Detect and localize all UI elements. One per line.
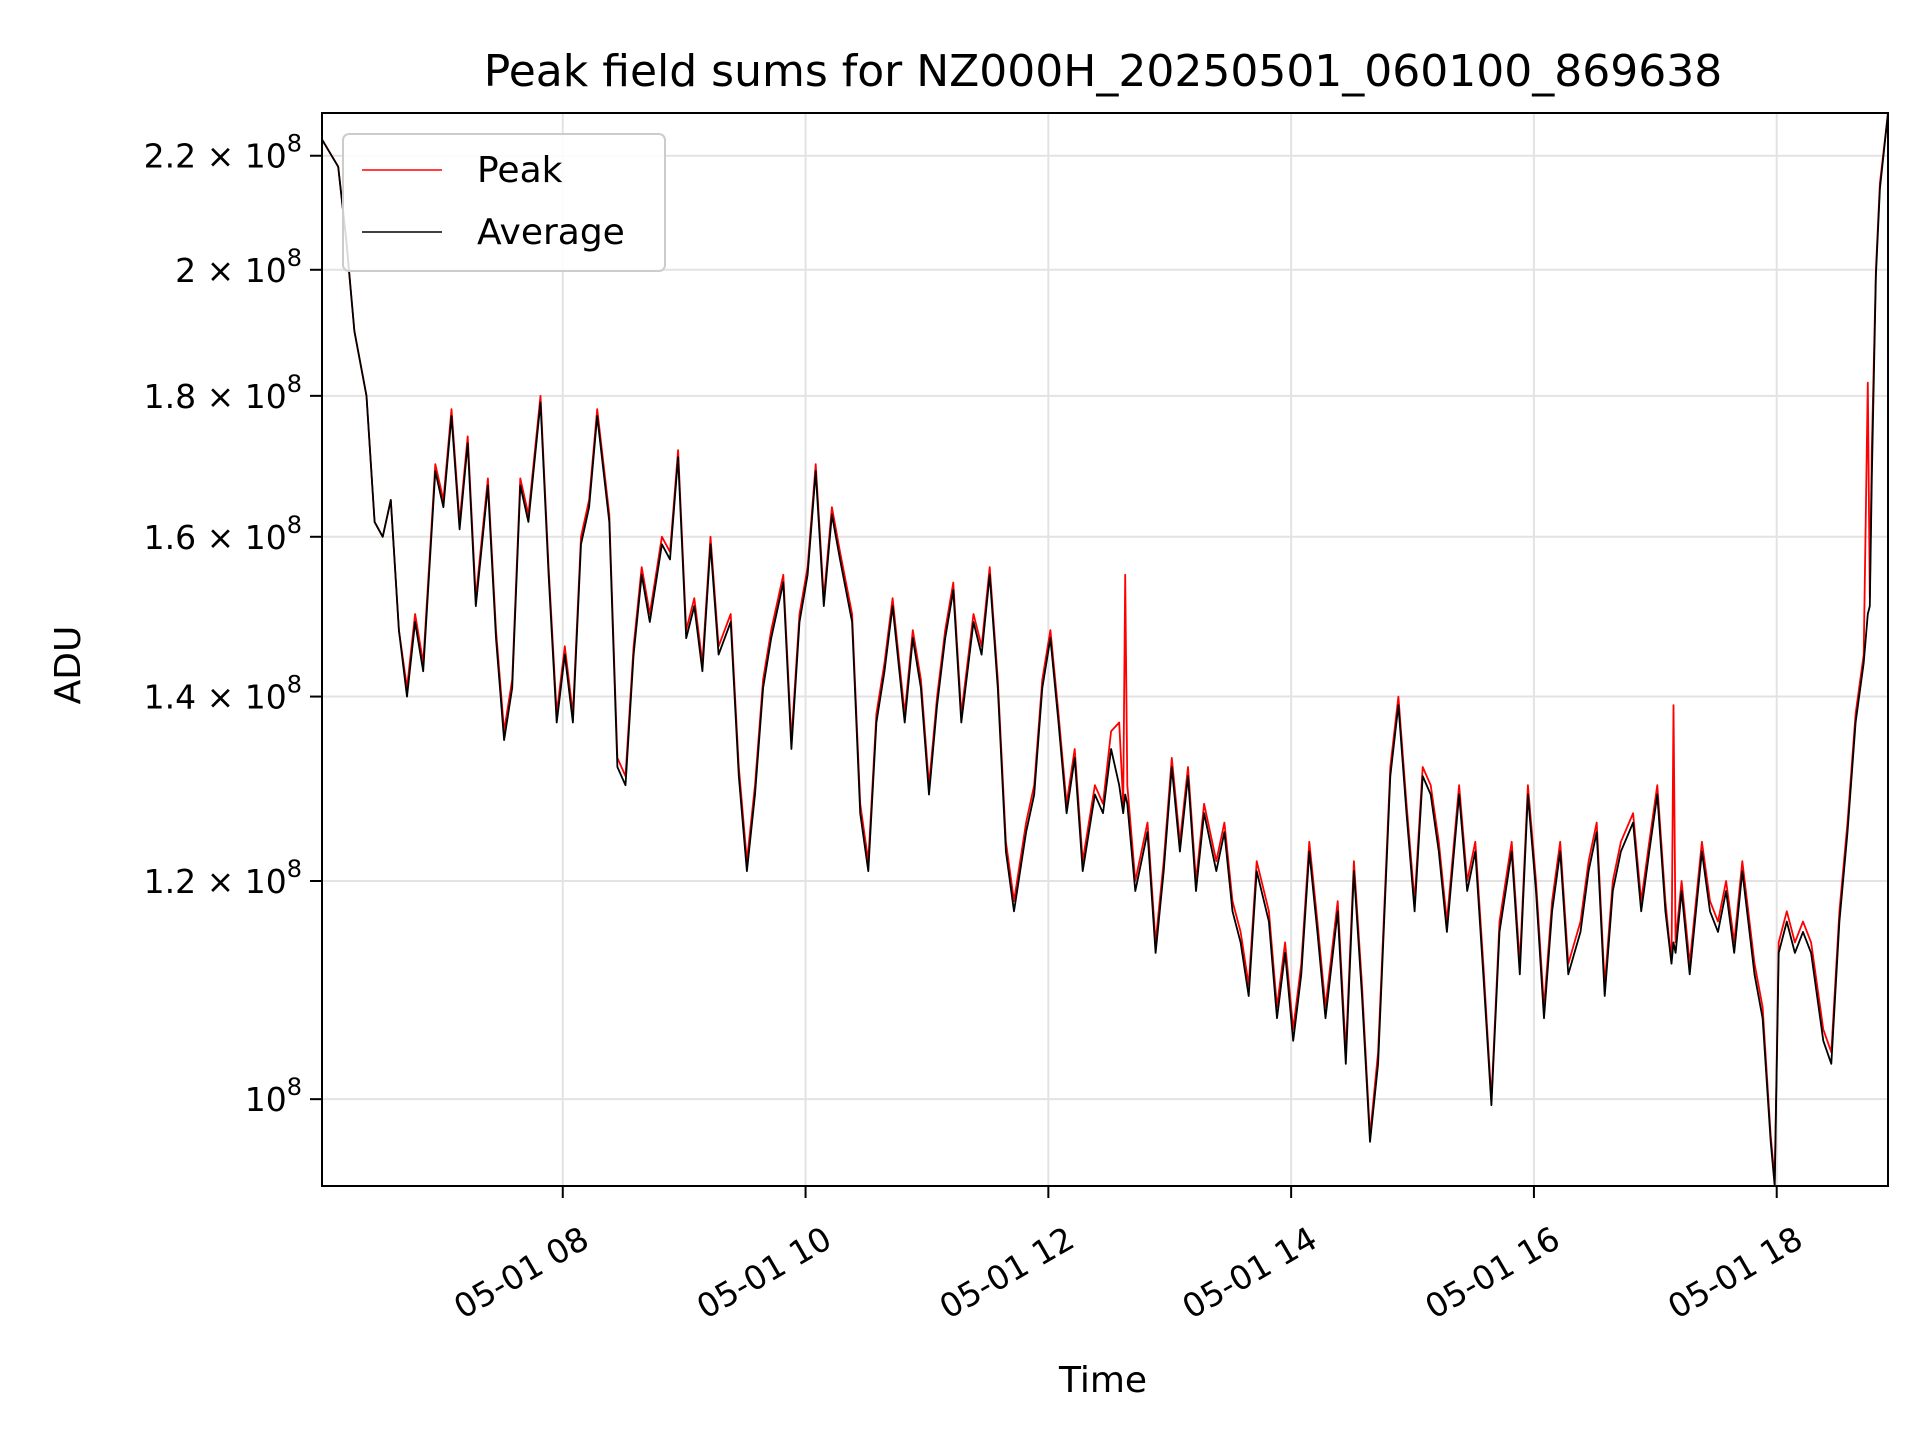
legend-box (342, 133, 666, 272)
y-tick-label: 2 × 108 (175, 244, 302, 290)
y-tick-label: 108 (245, 1073, 302, 1119)
y-axis: 108 1.2 × 108 1.4 × 108 1.6 × 108 1.8 × 108 2… (144, 130, 322, 1119)
x-axis-label: Time (1058, 1360, 1147, 1401)
legend-label-average: Average (477, 212, 625, 253)
y-tick-label: 1.2 × 108 (144, 855, 302, 901)
y-tick-label: 1.8 × 108 (144, 370, 302, 416)
y-tick-label: 2.2 × 108 (144, 130, 302, 176)
legend: Peak Average (342, 133, 666, 272)
y-tick-label: 1.4 × 108 (144, 671, 302, 717)
legend-label-peak: Peak (477, 150, 563, 191)
y-axis-label: ADU (48, 626, 89, 705)
chart-title: Peak field sums for NZ000H_20250501_0601… (484, 46, 1722, 97)
series-line-average (322, 113, 1888, 1186)
plot-frame (321, 112, 1889, 1187)
y-tick-label: 1.6 × 108 (144, 511, 302, 557)
series-layer (322, 113, 1888, 1186)
